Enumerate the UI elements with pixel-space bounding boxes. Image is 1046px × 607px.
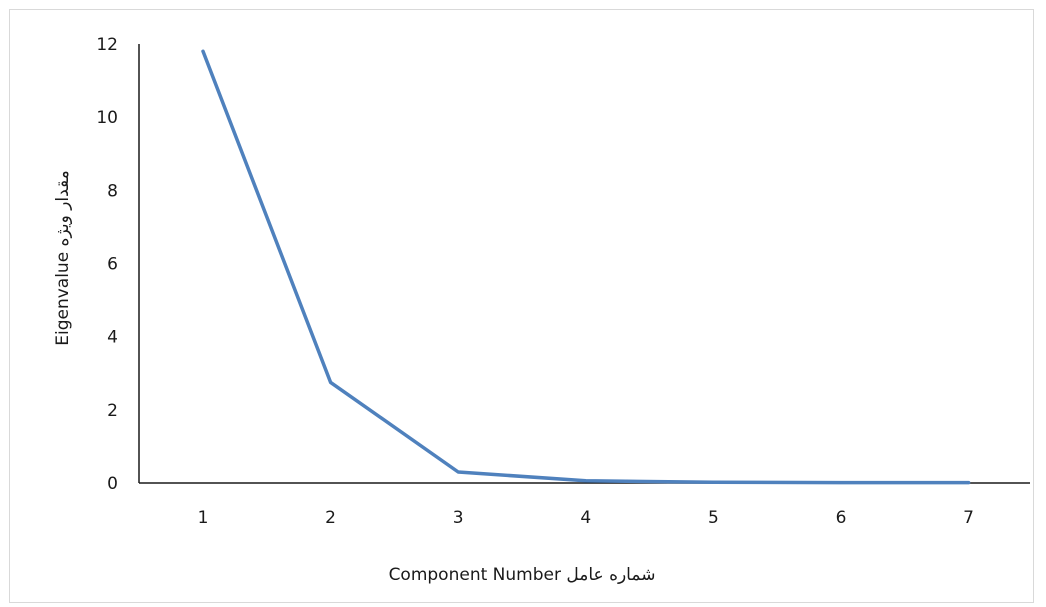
x-axis: 1 2 3 4 5 6 7 xyxy=(139,482,1030,528)
data-point xyxy=(967,481,970,484)
y-tick-label: 12 xyxy=(96,35,118,55)
y-tick-label: 0 xyxy=(107,474,118,494)
series-group xyxy=(201,49,971,485)
series-line xyxy=(201,49,971,485)
chart-frame xyxy=(9,9,1034,603)
data-point xyxy=(712,481,715,484)
x-tick-label: 7 xyxy=(963,508,974,528)
x-tick-label: 6 xyxy=(836,508,847,528)
y-tick-label: 6 xyxy=(107,255,118,275)
data-point xyxy=(201,50,205,53)
y-axis: 0 2 4 6 8 10 12 xyxy=(96,35,140,494)
data-point xyxy=(839,481,843,484)
x-tick-label: 2 xyxy=(325,508,336,528)
data-point xyxy=(584,479,587,483)
y-axis-title: Eigenvalue مقدار ویژه xyxy=(53,170,73,346)
data-point xyxy=(457,470,460,474)
y-tick-label: 8 xyxy=(107,181,118,201)
x-tick-label: 5 xyxy=(708,508,719,528)
y-tick-label: 2 xyxy=(107,401,118,421)
data-point xyxy=(329,381,332,384)
y-tick-label: 10 xyxy=(96,108,118,128)
x-tick-label: 1 xyxy=(198,508,209,528)
x-axis-title: Component Number شماره عامل xyxy=(389,565,656,585)
y-tick-label: 4 xyxy=(107,328,118,348)
x-tick-label: 4 xyxy=(580,508,591,528)
x-tick-label: 3 xyxy=(453,508,464,528)
